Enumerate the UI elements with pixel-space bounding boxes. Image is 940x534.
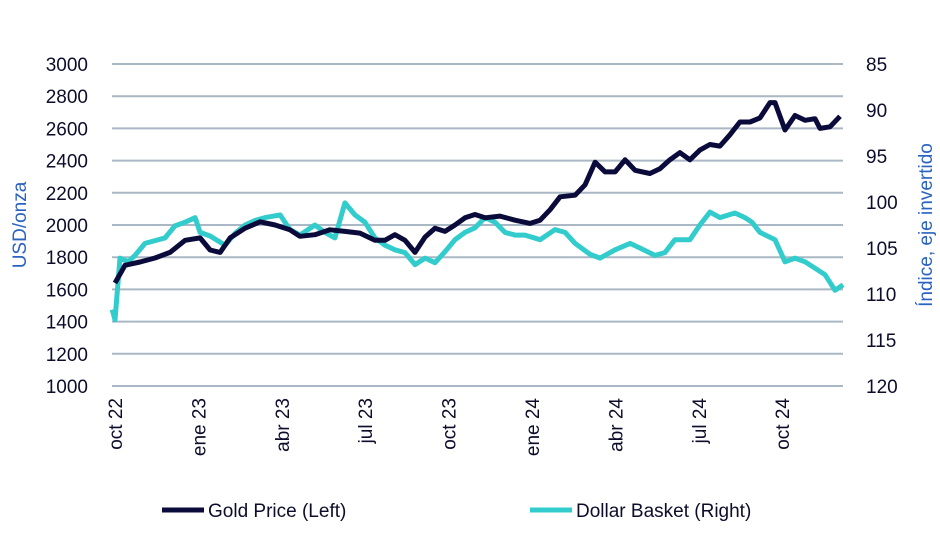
x-axis-ticks: oct 22 ene 23 abr 23 jul 23 oct 23 ene 24 abr … xyxy=(106,398,794,457)
dollar-basket-line xyxy=(109,200,845,323)
left-axis-title: USD/onza xyxy=(10,181,31,268)
left-tick-label: 2400 xyxy=(46,152,88,173)
x-tick-label: ene 23 xyxy=(189,398,210,456)
right-tick-label: 100 xyxy=(866,193,898,214)
left-tick-label: 2600 xyxy=(46,119,88,140)
legend-label-gold: Gold Price (Left) xyxy=(208,501,346,522)
right-axis-ticks: 85 90 95 100 105 110 115 120 xyxy=(866,55,898,398)
x-tick-label: oct 22 xyxy=(106,398,127,450)
x-tick-label: abr 23 xyxy=(273,398,294,452)
x-tick-label: abr 24 xyxy=(606,398,627,452)
left-tick-label: 2800 xyxy=(46,87,88,108)
left-tick-label: 2000 xyxy=(46,216,88,237)
gold-price-line xyxy=(112,100,842,285)
legend: Gold Price (Left) Dollar Basket (Right) xyxy=(162,501,751,522)
right-tick-label: 105 xyxy=(866,239,898,260)
legend-label-dollar: Dollar Basket (Right) xyxy=(576,501,751,522)
right-tick-label: 85 xyxy=(866,55,887,76)
left-tick-label: 1600 xyxy=(46,280,88,301)
x-tick-label: oct 24 xyxy=(773,398,794,450)
x-tick-label: jul 23 xyxy=(356,398,377,444)
right-tick-label: 90 xyxy=(866,101,887,122)
left-tick-label: 3000 xyxy=(46,55,88,76)
series-lines xyxy=(109,100,845,323)
right-tick-label: 95 xyxy=(866,147,887,168)
left-tick-label: 1800 xyxy=(46,248,88,269)
x-tick-label: jul 24 xyxy=(690,398,711,445)
x-tick-label: ene 24 xyxy=(523,398,544,457)
right-tick-label: 110 xyxy=(866,285,896,306)
right-axis-title: Índice, eje invertido xyxy=(916,143,937,307)
x-tick-label: oct 23 xyxy=(440,398,461,450)
left-axis-ticks: 1000 1200 1400 1600 1800 2000 2200 2400 2600 2800… xyxy=(46,55,88,398)
right-tick-label: 120 xyxy=(866,377,898,398)
left-tick-label: 1200 xyxy=(46,345,88,366)
left-tick-label: 2200 xyxy=(46,184,88,205)
left-tick-label: 1400 xyxy=(46,313,88,334)
left-tick-label: 1000 xyxy=(46,377,88,398)
right-tick-label: 115 xyxy=(866,331,896,352)
